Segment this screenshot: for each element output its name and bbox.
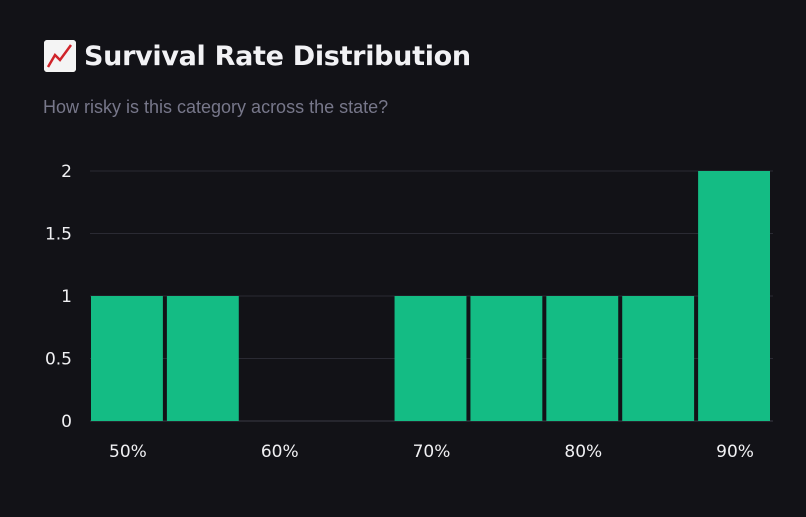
histogram-bar [622,296,695,421]
y-tick-label: 1 [61,287,72,307]
x-tick-label: 80% [564,442,602,462]
y-tick-label: 0.5 [45,350,72,370]
chart-title: Survival Rate Distribution [44,40,471,72]
x-tick-label: 50% [109,442,147,462]
histogram-bar [546,296,619,421]
chart-title-text: Survival Rate Distribution [84,40,471,72]
x-tick-label: 60% [261,442,299,462]
histogram-bar [698,171,770,421]
y-tick-label: 2 [61,162,72,182]
chart-subtitle: How risky is this category across the st… [43,97,389,117]
chart-increasing-icon [44,40,76,72]
histogram-bar [166,296,239,421]
y-tick-label: 1.5 [45,225,72,245]
histogram-bar [91,296,163,421]
y-tick-label: 0 [61,412,72,432]
histogram-bar [470,296,543,421]
histogram-bar [394,296,467,421]
x-tick-label: 90% [716,442,754,462]
x-tick-label: 70% [413,442,451,462]
